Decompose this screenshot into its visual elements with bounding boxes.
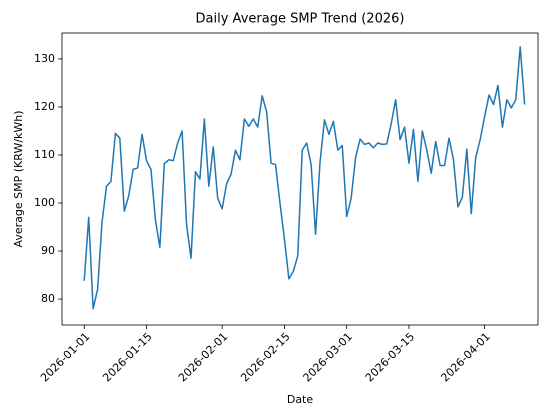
data-line xyxy=(83,46,526,310)
x-tick-label: 2026-04-01 xyxy=(438,330,492,384)
x-tick-label: 2026-01-15 xyxy=(100,330,154,384)
y-tick-label: 90 xyxy=(41,244,55,257)
y-tick-label: 110 xyxy=(34,148,55,161)
y-tick-label: 120 xyxy=(34,100,55,113)
y-tick-label: 130 xyxy=(34,52,55,65)
x-tick-label: 2026-02-01 xyxy=(176,330,230,384)
y-axis-label: Average SMP (KRW/kWh) xyxy=(12,110,25,247)
x-axis-label: Date xyxy=(287,393,314,406)
y-tick-label: 80 xyxy=(41,292,55,305)
x-tick-label: 2026-03-15 xyxy=(363,330,417,384)
chart-title: Daily Average SMP Trend (2026) xyxy=(196,12,405,27)
x-tick-label: 2026-01-01 xyxy=(38,330,92,384)
x-tick-label: 2026-02-15 xyxy=(238,330,292,384)
x-tick-label: 2026-03-01 xyxy=(301,330,355,384)
y-tick-label: 100 xyxy=(34,196,55,209)
plot-frame xyxy=(61,32,539,326)
